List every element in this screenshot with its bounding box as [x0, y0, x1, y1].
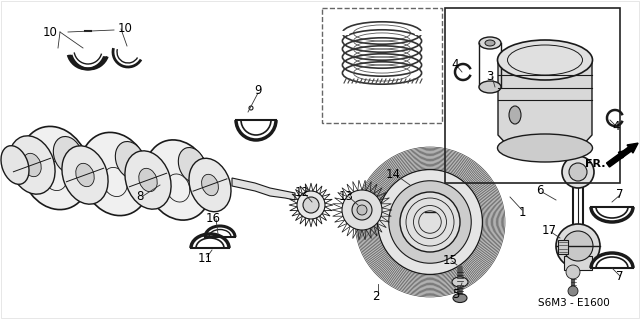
- Text: 2: 2: [372, 291, 380, 303]
- Text: 3: 3: [486, 70, 493, 83]
- Polygon shape: [232, 178, 295, 200]
- Circle shape: [342, 190, 382, 230]
- Ellipse shape: [1, 146, 29, 184]
- Text: 15: 15: [443, 254, 458, 266]
- Circle shape: [388, 181, 471, 263]
- Ellipse shape: [20, 126, 90, 210]
- Ellipse shape: [76, 163, 94, 187]
- Circle shape: [400, 192, 460, 252]
- Text: 10: 10: [43, 26, 58, 39]
- Text: 13: 13: [339, 190, 353, 204]
- FancyArrow shape: [607, 143, 638, 167]
- Ellipse shape: [9, 136, 55, 194]
- Bar: [564, 256, 592, 270]
- Ellipse shape: [497, 134, 593, 162]
- Text: 7: 7: [616, 271, 624, 284]
- Text: 4: 4: [612, 121, 620, 133]
- Bar: [322, 8, 442, 123]
- Text: 8: 8: [136, 189, 144, 203]
- Ellipse shape: [179, 147, 205, 182]
- Circle shape: [378, 169, 483, 275]
- Ellipse shape: [62, 146, 108, 204]
- Circle shape: [563, 231, 593, 261]
- Ellipse shape: [125, 151, 171, 209]
- Ellipse shape: [202, 174, 218, 196]
- Ellipse shape: [145, 140, 212, 220]
- Circle shape: [249, 106, 253, 110]
- Text: 11: 11: [198, 251, 212, 264]
- Text: 10: 10: [118, 23, 132, 35]
- Text: FR.: FR.: [586, 159, 606, 169]
- Circle shape: [357, 205, 367, 215]
- Circle shape: [569, 163, 587, 181]
- Ellipse shape: [497, 40, 593, 80]
- Ellipse shape: [509, 106, 521, 124]
- Circle shape: [568, 286, 578, 296]
- Ellipse shape: [23, 153, 41, 177]
- Ellipse shape: [189, 158, 231, 212]
- Ellipse shape: [452, 277, 468, 287]
- Ellipse shape: [115, 142, 145, 179]
- Text: 16: 16: [205, 211, 221, 225]
- Bar: [445, 8, 620, 183]
- Text: 7: 7: [616, 188, 624, 201]
- Polygon shape: [498, 60, 592, 148]
- Circle shape: [297, 191, 325, 219]
- Circle shape: [562, 156, 594, 188]
- Ellipse shape: [479, 37, 501, 49]
- Text: 6: 6: [536, 184, 544, 197]
- Text: S6M3 - E1600: S6M3 - E1600: [538, 298, 610, 308]
- Ellipse shape: [479, 81, 501, 93]
- Ellipse shape: [80, 132, 150, 216]
- Text: 4: 4: [451, 58, 459, 71]
- Ellipse shape: [53, 137, 83, 174]
- Bar: [558, 240, 568, 254]
- Circle shape: [566, 265, 580, 279]
- Text: 14: 14: [385, 167, 401, 181]
- Circle shape: [352, 200, 372, 220]
- Circle shape: [556, 224, 600, 268]
- Ellipse shape: [485, 40, 495, 46]
- Text: 5: 5: [452, 288, 460, 301]
- Text: 12: 12: [294, 187, 310, 199]
- Circle shape: [303, 197, 319, 213]
- Ellipse shape: [453, 293, 467, 302]
- Text: 1: 1: [518, 205, 525, 219]
- Text: 17: 17: [541, 225, 557, 238]
- Ellipse shape: [139, 168, 157, 192]
- Text: 9: 9: [254, 85, 262, 98]
